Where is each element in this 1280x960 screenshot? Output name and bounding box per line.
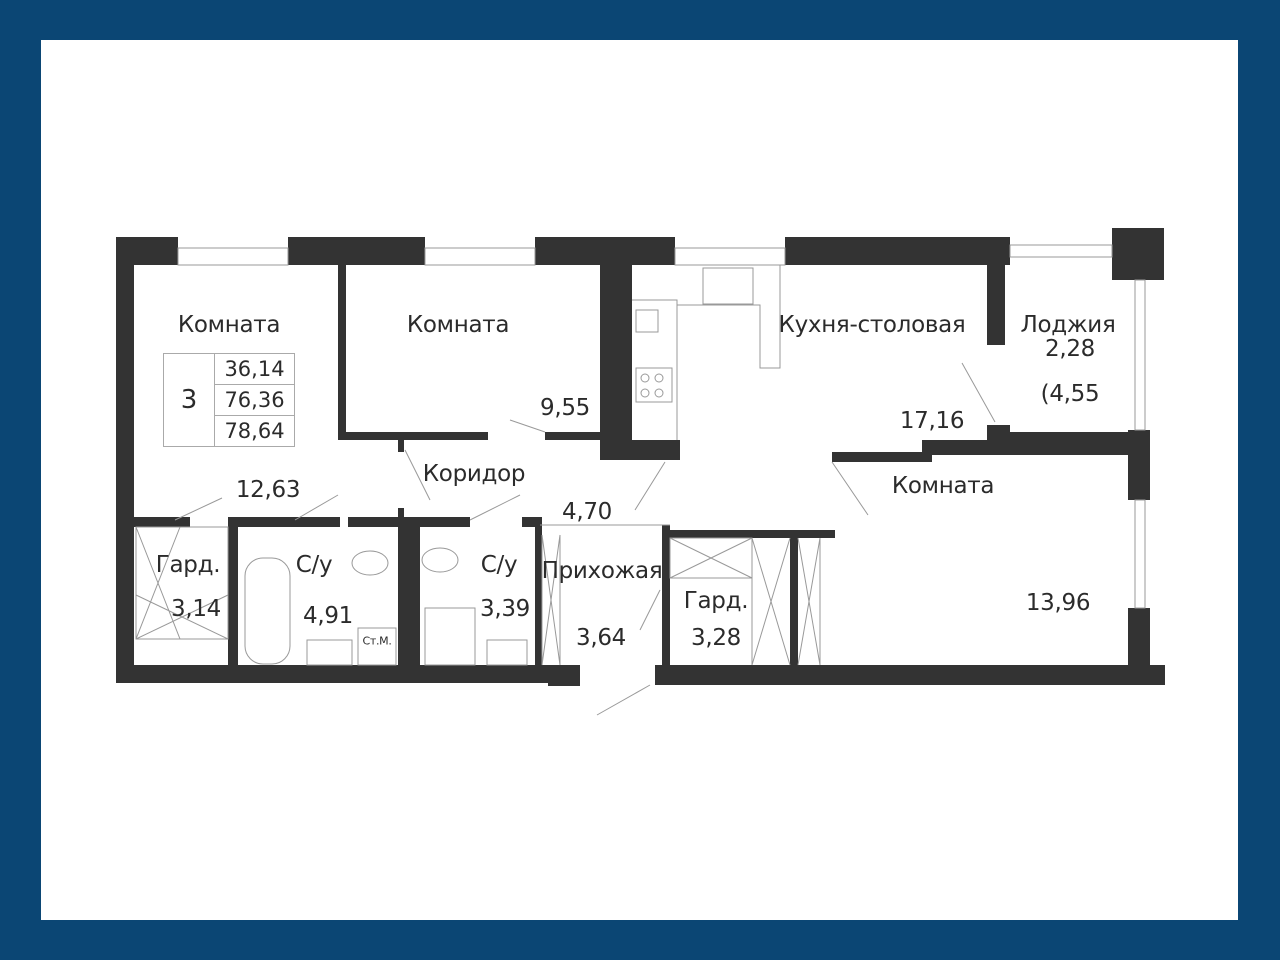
room-area: 4,70	[561, 499, 613, 525]
room-area: 17,16	[899, 408, 965, 434]
room-area-full: (4,55	[1040, 381, 1100, 407]
walls	[116, 228, 1165, 686]
room-area: 3,64	[575, 625, 627, 651]
total-with-loggia: 78,64	[224, 419, 285, 443]
room-count: 3	[164, 354, 215, 446]
room-label: Гард.	[155, 552, 221, 578]
fixtures	[135, 244, 1146, 716]
room-label: Кухня-столовая	[778, 312, 966, 338]
room-label: Комната	[891, 473, 995, 499]
room-label: С/у	[480, 552, 518, 578]
room-area: 4,91	[302, 603, 354, 629]
room-area: 3,28	[690, 625, 742, 651]
apartment-summary: 3 36,14 76,36 78,64	[163, 353, 295, 447]
room-label: С/у	[295, 552, 333, 578]
room-area: 12,63	[235, 477, 301, 503]
washing-machine-label: Ст.М.	[362, 634, 392, 648]
room-label: Лоджия	[1020, 312, 1116, 338]
room-label: Прихожая	[541, 558, 663, 584]
room-area: 3,14	[170, 596, 222, 622]
room-area: 3,39	[479, 596, 531, 622]
room-label: Комната	[177, 312, 281, 338]
total-area: 76,36	[215, 385, 294, 416]
room-label: Комната	[406, 312, 510, 338]
room-area: 9,55	[539, 395, 591, 421]
room-area: 13,96	[1025, 590, 1091, 616]
room-area: 2,28	[1044, 336, 1096, 362]
living-area: 36,14	[215, 354, 294, 385]
floor-plan-sheet	[41, 40, 1238, 920]
room-label: Гард.	[683, 588, 749, 614]
room-label: Коридор	[422, 461, 526, 487]
